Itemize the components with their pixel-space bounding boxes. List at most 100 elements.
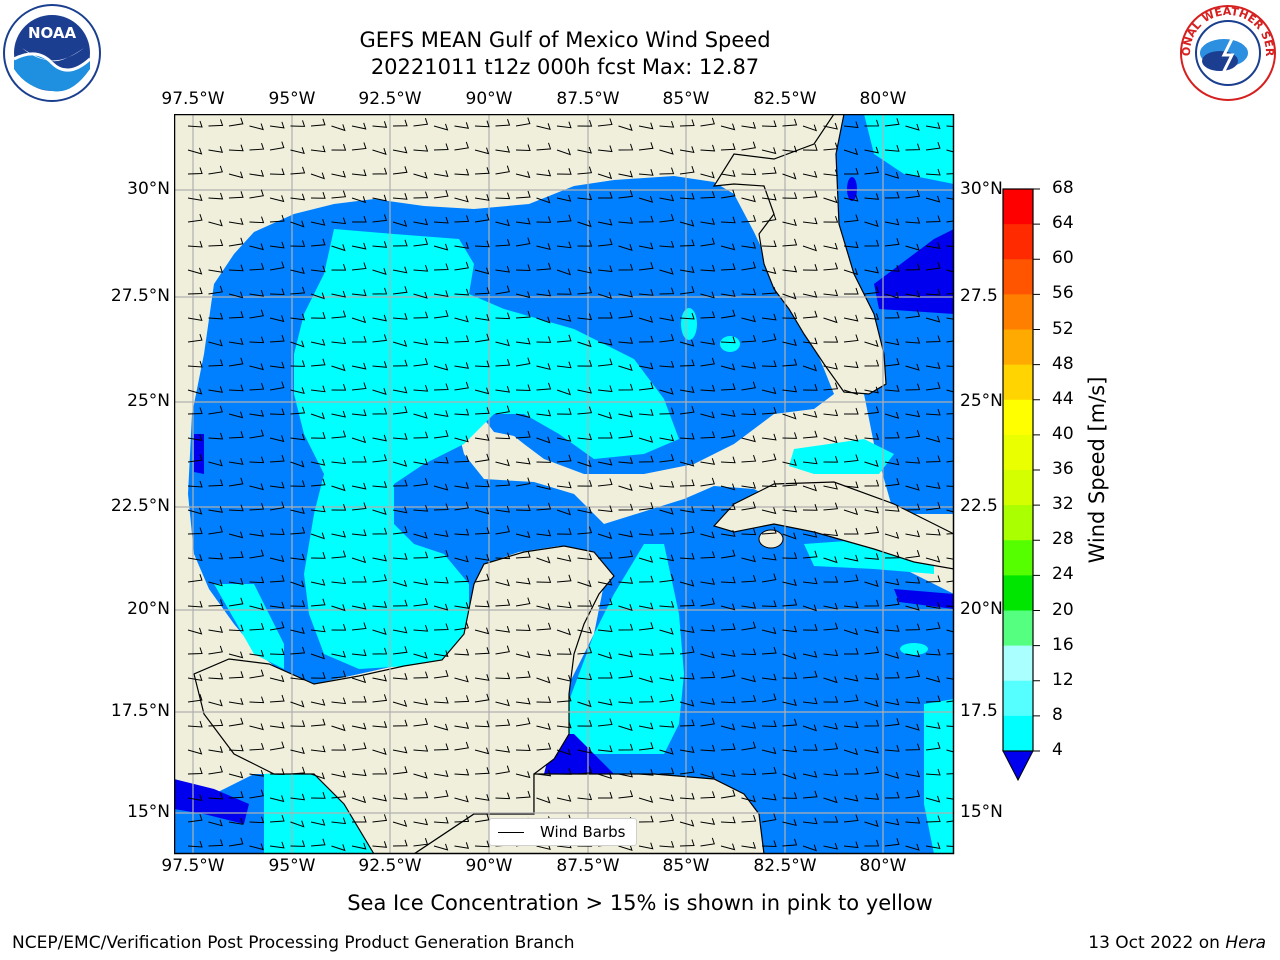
wind-barb [208,165,223,175]
wind-barb [556,314,572,322]
land-yucatan [193,545,615,854]
wind-barb [556,334,572,343]
wind-barb [700,117,715,127]
wind-barb [761,313,777,321]
wind-barb [187,627,203,635]
wind-barb [495,265,511,273]
wind-barb [536,796,551,804]
wind-barb [864,433,880,440]
wind-barb [269,741,285,751]
wind-below-4-campeche [194,434,204,474]
wind-barb [269,814,285,823]
wind-barb [679,432,695,440]
wind-barb [433,170,449,178]
wind-barb [454,335,470,343]
wind-8-12-blob [681,308,697,340]
wind-barb [802,124,817,132]
wind-barb [208,339,223,347]
wind-barb [823,815,839,823]
wind-barb [659,747,674,755]
wind-barb [597,458,613,466]
wind-barb [700,744,716,752]
wind-barb [392,579,408,587]
wind-barb [741,721,757,729]
wind-barb [454,741,469,751]
wind-8-12-blob3 [900,643,928,655]
wind-barb [413,624,429,632]
wind-barb [290,147,305,154]
wind-barb [208,672,224,680]
wind-barb [925,381,941,391]
wind-barb [433,290,449,298]
wind-barb [536,676,551,684]
wind-barb [433,503,449,511]
wind-barb [433,816,449,824]
wind-barb [187,147,203,155]
wind-barb [310,505,326,513]
wind-barb [884,578,900,586]
wind-barb [946,149,954,153]
wind-barb [310,718,326,727]
wind-barb [905,383,921,391]
wind-barb [720,789,736,799]
wind-barb [864,286,880,295]
wind-barb [905,430,921,439]
wind-barb [515,697,531,705]
wind-barb [782,772,797,780]
wind-barb [392,166,408,175]
wind-8-12-cuba [789,439,894,474]
wind-barb [802,670,818,679]
wind-barb [269,435,285,443]
wind-barb [495,745,511,753]
wind-barb [946,413,954,415]
wind-barb [761,573,777,583]
wind-barb [208,525,223,535]
wind-barb [269,334,285,343]
wind-barb [310,458,326,466]
wind-barb [700,771,715,779]
wind-barb [351,842,367,850]
wind-barb [679,792,695,800]
wind-barb [351,502,367,511]
wind-barb [413,818,429,826]
wind-barb [946,245,954,247]
wind-barb [290,526,306,535]
wind-barb [536,363,551,370]
wind-barb [577,406,593,415]
wind-barb [310,578,326,586]
wind-barb [433,123,449,131]
wind-barb [843,214,859,223]
wind-barb [925,122,941,130]
wind-barb [310,818,326,826]
wind-barb [843,454,859,463]
wind-barb [905,456,921,464]
wind-barb [802,550,818,559]
wind-barb [884,311,900,319]
wind-barb [741,675,756,683]
lon-label-bottom: 87.5°W [556,856,620,876]
wind-barb [864,626,879,634]
wind-barb [618,170,633,178]
wind-barb [515,670,531,679]
wind-barb [618,484,633,491]
wind-barb [433,309,449,319]
wind-barb [351,769,367,777]
wind-barb [454,242,470,249]
wind-barb [290,433,306,441]
wind-barb [372,508,387,515]
wind-barb [823,196,838,204]
wind-barb [782,718,798,727]
wind-barb [741,601,757,609]
wind-barb [249,549,264,559]
wind-barb [618,790,634,799]
wind-barb [433,770,449,778]
wind-barb [905,363,920,371]
wind-barb [187,554,203,562]
wind-barb [187,747,203,755]
lon-label-bottom: 90°W [465,856,513,876]
wind-barb [700,458,716,465]
wind-barb [884,171,900,179]
wind-barb [638,435,654,443]
wind-barb [618,337,634,344]
wind-barb [372,287,388,295]
